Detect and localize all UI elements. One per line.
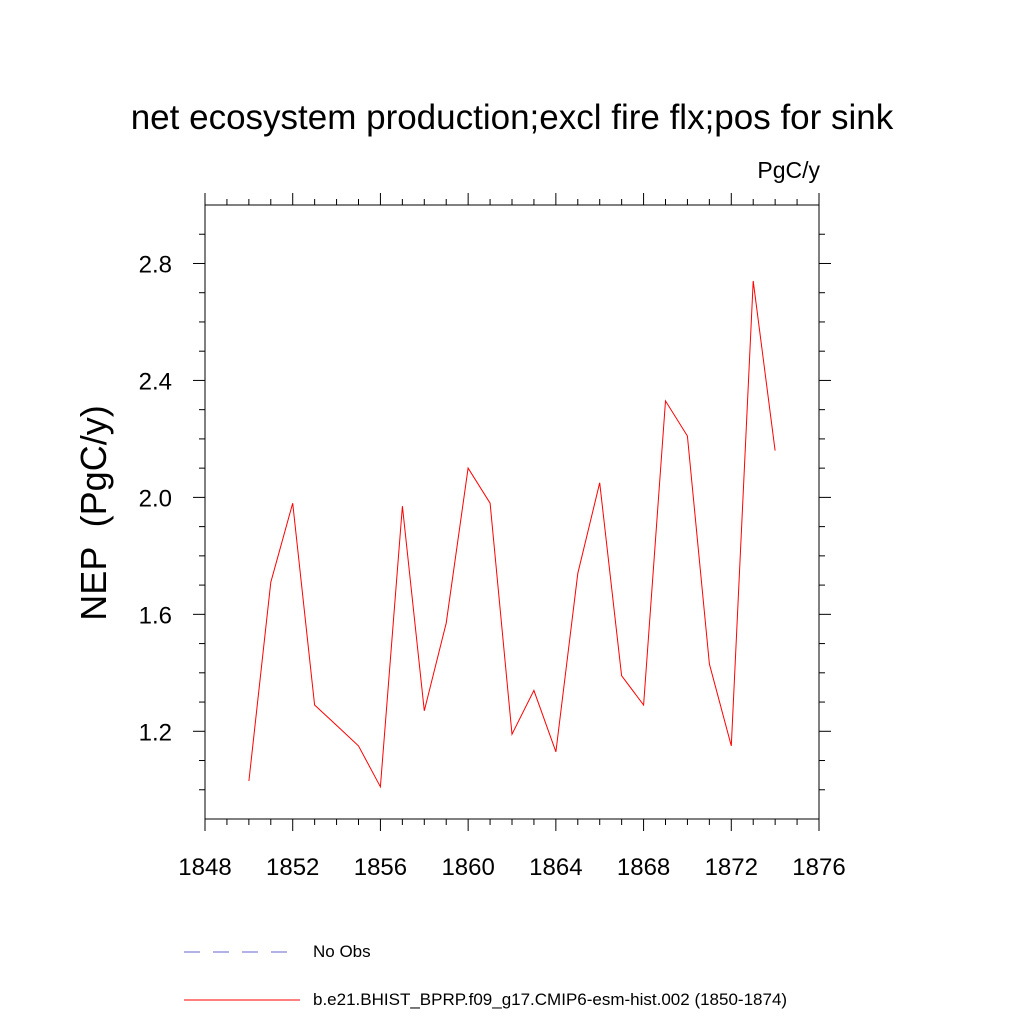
x-tick-label: 1856 xyxy=(354,854,407,881)
legend-swatch-dashed xyxy=(184,951,300,953)
tick-labels: 1848 1852 1856 1860 1864 1868 1872 1876 1.2 1.6 2.… xyxy=(139,251,846,881)
units-label: PgC/y xyxy=(757,157,820,183)
x-tick-label: 1864 xyxy=(529,854,582,881)
x-tick-label: 1872 xyxy=(705,854,758,881)
x-tick-label: 1848 xyxy=(178,854,231,881)
legend-label: b.e21.BHIST_BPRP.f09_g17.CMIP6-esm-hist.… xyxy=(313,990,788,1009)
plot-frame xyxy=(204,204,820,820)
x-tick-label: 1868 xyxy=(617,854,670,881)
y-tick-label: 2.4 xyxy=(139,368,172,395)
axis-ticks xyxy=(193,193,831,831)
y-tick-label: 1.2 xyxy=(139,719,172,746)
legend-label: No Obs xyxy=(313,942,371,961)
legend-swatch-solid xyxy=(184,999,300,1001)
x-tick-label: 1876 xyxy=(792,854,845,881)
data-lines xyxy=(248,280,776,789)
y-tick-label: 1.6 xyxy=(139,602,172,629)
chart-title: net ecosystem production;excl fire flx;p… xyxy=(130,98,894,137)
y-tick-label: 2.8 xyxy=(139,251,172,278)
x-tick-label: 1860 xyxy=(441,854,494,881)
x-tick-label: 1852 xyxy=(266,854,319,881)
series-line xyxy=(248,280,776,789)
y-tick-label: 2.0 xyxy=(139,485,172,512)
